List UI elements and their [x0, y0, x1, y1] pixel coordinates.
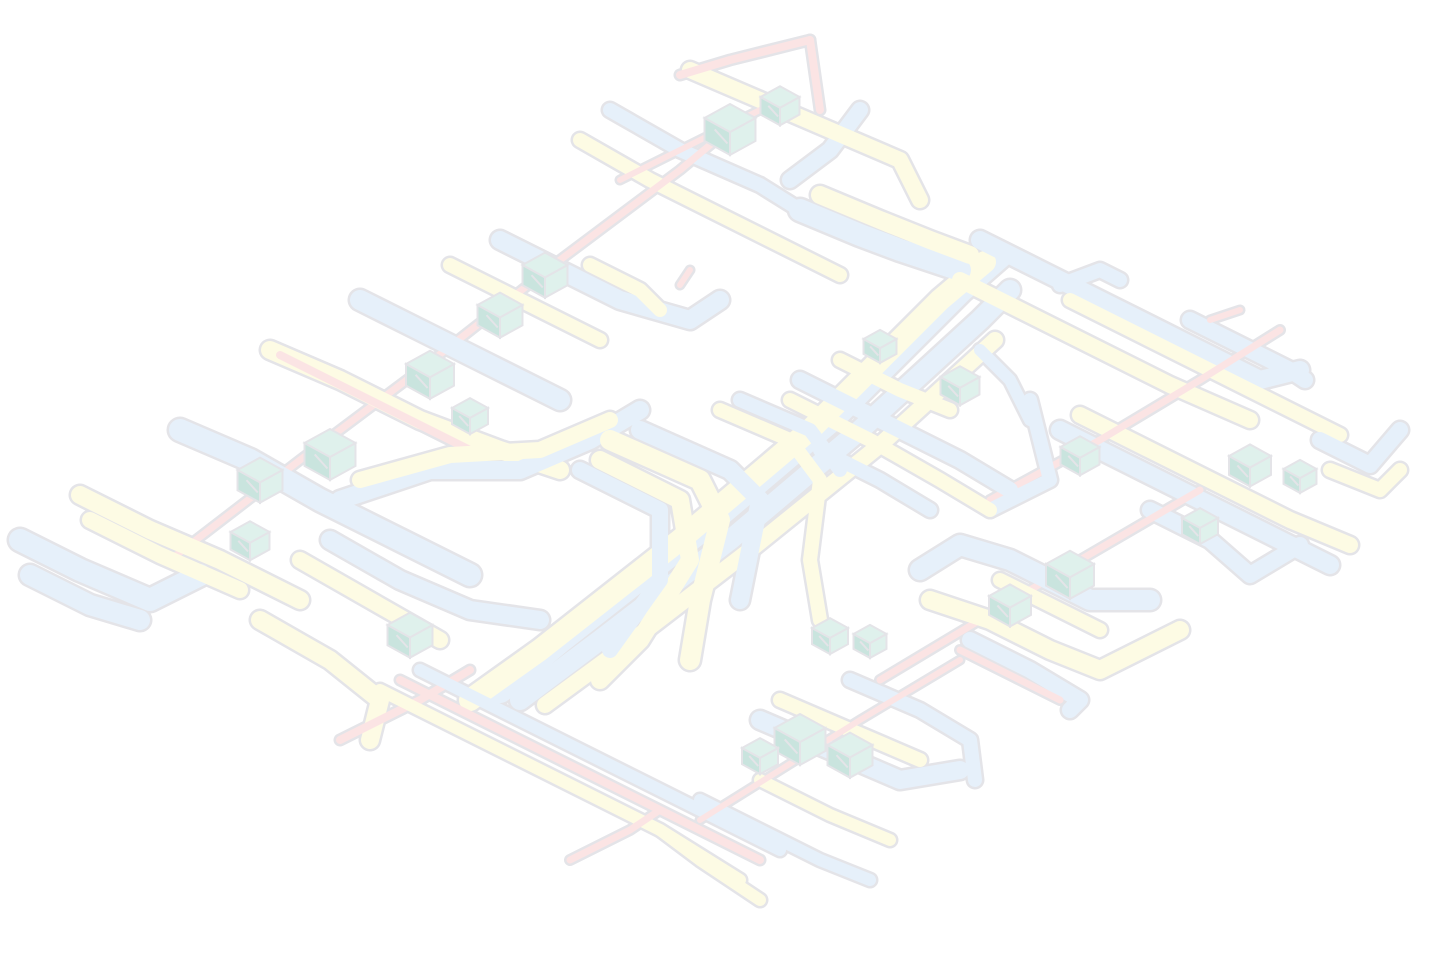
pipe-blue	[572, 462, 668, 658]
pipe-yellow	[352, 412, 618, 488]
hvac-unit-icon	[235, 456, 285, 505]
pipe-yellow	[1323, 463, 1407, 497]
pipe-blue	[631, 421, 769, 609]
hvac-unit-icon	[758, 85, 802, 127]
hvac-unit-icon	[1058, 435, 1102, 477]
pipe-yellow	[591, 451, 699, 689]
hvac-unit-icon	[1179, 506, 1221, 546]
hvac-unit-icon	[825, 731, 875, 780]
pipe-blue	[1182, 312, 1313, 388]
equipment-layer	[228, 85, 1319, 780]
hvac-unit-icon	[938, 365, 982, 407]
pipe-blue	[1312, 422, 1408, 473]
hvac-unit-icon	[851, 623, 889, 660]
hvac-unit-icon	[1226, 443, 1274, 489]
pipe-yellow	[811, 186, 979, 264]
pipe-blue	[20, 565, 150, 630]
hvac-unit-icon	[228, 520, 272, 562]
hvac-unit-icon	[449, 396, 491, 436]
pipe-blue	[694, 794, 876, 886]
pipe-yellow	[713, 403, 827, 627]
pipe-yellow	[583, 258, 667, 317]
hvac-unit-icon	[403, 349, 457, 401]
pipe-red	[956, 646, 1064, 704]
pipe-yellow	[71, 486, 309, 609]
pipe-blue	[782, 102, 868, 188]
pipe-yellow	[783, 393, 997, 517]
hvac-unit-icon	[1043, 549, 1097, 601]
pipe-blue	[843, 673, 982, 787]
hvac-unit-icon	[739, 736, 781, 776]
pipe-yellow	[82, 512, 248, 598]
hvac-unit-icon	[772, 712, 828, 767]
pipe-blue	[789, 199, 971, 281]
hvac-unit-icon	[1281, 458, 1319, 495]
pipe-yellow	[654, 824, 766, 906]
pipe-red	[396, 676, 764, 864]
pipe-red	[276, 351, 474, 454]
pipe-yellow	[754, 774, 896, 846]
pipe-blue	[169, 419, 481, 586]
pipe-body-layer	[9, 36, 1408, 906]
pipe-blue	[603, 103, 807, 217]
pipe-blue	[1053, 263, 1127, 292]
pipe-blue	[792, 372, 1018, 498]
hvac-unit-icon	[385, 611, 435, 660]
hvac-unit-icon	[861, 328, 899, 365]
pipe-red	[566, 806, 664, 864]
pipe-yellow	[443, 258, 607, 347]
pipe-blue	[9, 529, 211, 611]
pipe-blue	[910, 535, 1160, 610]
pipe-blue	[971, 231, 1309, 389]
pipe-blue	[1142, 502, 1308, 583]
pipe-yellow	[600, 430, 730, 670]
pipe-blue	[974, 344, 1036, 426]
pipe-blue	[813, 443, 937, 517]
hvac-unit-icon	[986, 583, 1034, 629]
pipe-yellow	[921, 591, 1189, 679]
pipe-red	[697, 657, 963, 823]
hvac-unit-icon	[702, 102, 758, 157]
pipe-blue	[414, 664, 786, 856]
hvac-unit-icon	[520, 251, 570, 300]
pipe-red	[676, 36, 814, 79]
hvac-unit-icon	[809, 616, 851, 656]
hvac-unit-icon	[475, 291, 525, 340]
pipe-blue	[962, 632, 1088, 718]
pipe-yellow	[833, 353, 957, 417]
pipe-red	[677, 267, 693, 288]
pipe-red	[806, 36, 824, 114]
pipe-red	[1207, 307, 1243, 323]
pipe-yellow	[1072, 407, 1358, 553]
pipe-blue	[350, 290, 570, 410]
pipe-blue	[321, 531, 549, 629]
pipe-yellow	[952, 272, 1258, 428]
hvac-unit-icon	[302, 427, 358, 482]
pipe-yellow	[573, 133, 847, 282]
pipe-blue	[510, 280, 1020, 710]
pipe-yellow	[682, 62, 928, 208]
pipe-yellow	[773, 693, 927, 767]
